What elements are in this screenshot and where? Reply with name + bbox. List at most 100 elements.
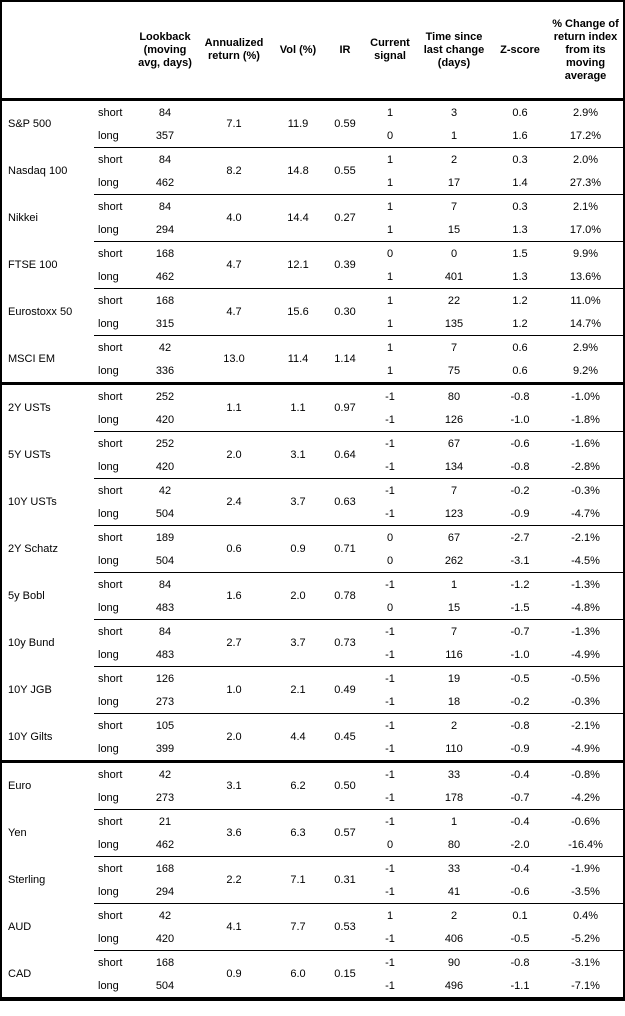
asset-name: 10Y Gilts	[8, 730, 53, 743]
lookback-value: 462	[155, 270, 175, 283]
z-score-value: -0.4	[492, 809, 548, 833]
asset-group: 10Y JGB short 126 1.0 2.1 0.49 -1 19 -0.…	[2, 666, 623, 714]
asset-group: 2Y Schatz short 189 0.6 0.9 0.71 0 67 -2…	[2, 525, 623, 573]
lookback-value: 168	[132, 241, 198, 265]
table-row-short: FTSE 100 short 168 4.7 12.1 0.39 0 0 1.5…	[2, 241, 623, 289]
time-since-value: 15	[447, 223, 461, 236]
signal-table: Lookback (moving avg, days) Annualized r…	[2, 2, 623, 997]
lookback-value: 273	[155, 791, 175, 804]
table-row-long: long 315 1 135 1.2 14.7%	[2, 312, 623, 336]
asset-group: Nasdaq 100 short 84 8.2 14.8 0.55 1 2 0.…	[2, 147, 623, 195]
lookback-value: 504	[155, 554, 175, 567]
current-signal-value: -1	[364, 713, 416, 737]
lookback-value: 84	[132, 147, 198, 171]
asset-name: AUD	[8, 921, 32, 933]
lookback-value: 189	[132, 525, 198, 549]
vol-value: 11.4	[270, 335, 326, 384]
table-row-long: long 462 1 17 1.4 27.3%	[2, 171, 623, 195]
ir-value: 0.55	[326, 147, 364, 195]
side-label: long	[98, 507, 119, 520]
vol-value: 12.1	[270, 241, 326, 289]
current-signal-value: -1	[385, 413, 395, 426]
ir-value: 0.57	[326, 809, 364, 857]
z-score-value: 0.1	[492, 903, 548, 927]
time-since-value: 1	[450, 129, 458, 142]
current-signal-value: 0	[386, 129, 394, 142]
time-since-value: 80	[416, 382, 492, 408]
current-signal-value: 1	[386, 223, 394, 236]
table-row-short: 10y Bund short 84 2.7 3.7 0.73 -1 7 -0.7…	[2, 619, 623, 667]
lookback-value: 294	[155, 885, 175, 898]
time-since-value: 2	[416, 147, 492, 171]
z-score-value: 0.3	[492, 147, 548, 171]
lookback-value: 483	[155, 601, 175, 614]
side-label: short	[94, 525, 132, 549]
z-score-value: -0.8	[492, 713, 548, 737]
pct-change-value: -2.8%	[571, 460, 600, 473]
time-since-value: 1	[416, 572, 492, 596]
vol-value: 11.9	[287, 118, 309, 130]
lookback-value: 84	[132, 194, 198, 218]
z-score-value: 0.6	[512, 364, 528, 377]
table-row-long: long 336 1 75 0.6 9.2%	[2, 359, 623, 384]
z-score-value: -0.8	[492, 950, 548, 974]
lookback-value: 420	[155, 460, 175, 473]
ir-value: 0.97	[326, 382, 364, 432]
time-since-value: 123	[444, 507, 464, 520]
z-score-value: -1.5	[510, 601, 530, 614]
current-signal-value: -1	[385, 979, 395, 992]
asset-group: AUD short 42 4.1 7.7 0.53 1 2 0.1 0.4% l…	[2, 903, 623, 951]
current-signal-value: -1	[364, 619, 416, 643]
pct-change-value: 9.9%	[548, 241, 623, 265]
z-score-value: 1.6	[512, 129, 528, 142]
header-vol: Vol (%)	[270, 2, 326, 101]
vol-value: 14.4	[270, 194, 326, 242]
pct-change-value: -16.4%	[568, 838, 603, 851]
time-since-value: 17	[447, 176, 461, 189]
time-since-value: 7	[416, 619, 492, 643]
side-label: short	[94, 856, 132, 880]
table-row-short: 2Y Schatz short 189 0.6 0.9 0.71 0 67 -2…	[2, 525, 623, 573]
table-row-long: long 294 -1 41 -0.6 -3.5%	[2, 880, 623, 904]
pct-change-value: -0.3%	[548, 478, 623, 502]
current-signal-value: -1	[364, 666, 416, 690]
asset-name: Sterling	[8, 874, 46, 886]
current-signal-value: -1	[385, 507, 395, 520]
side-label: short	[94, 382, 132, 408]
pct-change-value: -1.9%	[548, 856, 623, 880]
header-annualized-return: Annualized return (%)	[198, 2, 270, 101]
z-score-value: -3.1	[510, 554, 530, 567]
side-label: short	[94, 431, 132, 455]
lookback-value: 84	[158, 106, 172, 119]
time-since-value: 22	[416, 288, 492, 312]
side-label: long	[98, 223, 119, 236]
table-row-short: 2Y USTs short 252 1.1 1.1 0.97 -1 80 -0.…	[2, 382, 623, 432]
asset-name: FTSE 100	[8, 259, 58, 271]
current-signal-value: 0	[364, 525, 416, 549]
time-since-value: 67	[416, 431, 492, 455]
ir-value: 0.50	[326, 760, 364, 810]
asset-group: 10Y USTs short 42 2.4 3.7 0.63 -1 7 -0.2…	[2, 478, 623, 526]
ir-value: 0.73	[326, 619, 364, 667]
pct-change-value: -3.1%	[548, 950, 623, 974]
current-signal-value: -1	[364, 856, 416, 880]
lookback-value: 42	[132, 760, 198, 786]
lookback-value: 462	[155, 838, 175, 851]
current-signal-value: 0	[364, 241, 416, 265]
asset-name: 2Y Schatz	[8, 543, 58, 555]
z-score-value: 1.2	[512, 317, 528, 330]
ir-value: 0.39	[326, 241, 364, 289]
lookback-value: 168	[132, 288, 198, 312]
side-label: long	[98, 791, 119, 804]
asset-name: 5y Bobl	[8, 590, 45, 602]
asset-name: Nikkei	[8, 212, 38, 224]
annualized-return-value: 13.0	[198, 335, 270, 384]
side-label: long	[98, 176, 119, 189]
asset-name: 10Y USTs	[8, 496, 57, 508]
side-label: long	[98, 695, 119, 708]
lookback-value: 420	[155, 932, 175, 945]
time-since-value: 110	[445, 742, 463, 755]
current-signal-value: -1	[385, 885, 395, 898]
ir-value: 1.14	[326, 335, 364, 384]
